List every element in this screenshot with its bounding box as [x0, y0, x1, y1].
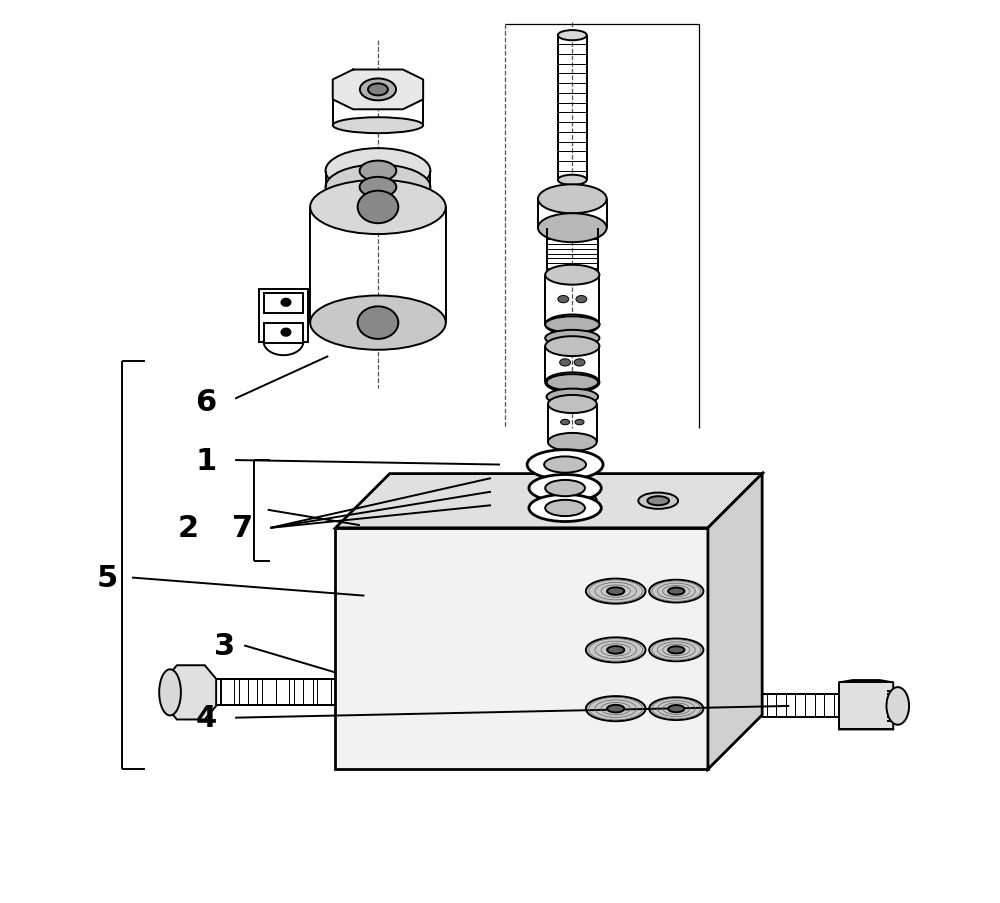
Ellipse shape: [607, 588, 624, 595]
Ellipse shape: [529, 495, 601, 522]
Ellipse shape: [360, 79, 396, 101]
Text: 1: 1: [196, 446, 217, 475]
Ellipse shape: [547, 375, 598, 391]
Ellipse shape: [310, 296, 446, 350]
Ellipse shape: [333, 118, 423, 134]
Ellipse shape: [281, 330, 290, 337]
Ellipse shape: [558, 296, 569, 303]
Ellipse shape: [545, 265, 599, 285]
Text: 4: 4: [196, 703, 217, 732]
Ellipse shape: [539, 489, 597, 513]
Ellipse shape: [310, 181, 446, 235]
Text: 5: 5: [96, 563, 117, 592]
Polygon shape: [335, 528, 708, 769]
Polygon shape: [333, 70, 423, 110]
Text: 7: 7: [232, 514, 253, 543]
Ellipse shape: [586, 638, 646, 663]
Ellipse shape: [326, 165, 430, 210]
Polygon shape: [335, 474, 762, 528]
Ellipse shape: [649, 580, 703, 603]
Ellipse shape: [560, 359, 571, 367]
Ellipse shape: [545, 330, 599, 347]
Ellipse shape: [545, 480, 585, 497]
Ellipse shape: [281, 300, 290, 307]
Ellipse shape: [545, 317, 599, 333]
Ellipse shape: [575, 420, 584, 425]
Ellipse shape: [668, 705, 684, 712]
Text: 6: 6: [196, 387, 217, 416]
Ellipse shape: [574, 359, 585, 367]
Ellipse shape: [159, 670, 181, 715]
Ellipse shape: [586, 579, 646, 604]
Ellipse shape: [607, 647, 624, 654]
Ellipse shape: [527, 450, 603, 480]
Polygon shape: [708, 474, 762, 769]
Ellipse shape: [545, 315, 599, 335]
Ellipse shape: [529, 475, 601, 502]
Ellipse shape: [558, 31, 587, 42]
Ellipse shape: [558, 175, 587, 186]
Ellipse shape: [886, 687, 909, 725]
Polygon shape: [839, 680, 893, 730]
Bar: [264, 293, 303, 313]
Ellipse shape: [545, 500, 585, 517]
Ellipse shape: [668, 647, 684, 654]
Ellipse shape: [545, 337, 599, 357]
Ellipse shape: [649, 697, 703, 721]
Ellipse shape: [358, 307, 398, 340]
Ellipse shape: [326, 149, 430, 194]
Ellipse shape: [544, 457, 586, 473]
Ellipse shape: [538, 185, 607, 214]
Text: 3: 3: [214, 631, 235, 660]
Ellipse shape: [647, 497, 669, 506]
Ellipse shape: [607, 705, 624, 712]
Ellipse shape: [548, 433, 597, 452]
Polygon shape: [166, 666, 216, 720]
Ellipse shape: [649, 638, 703, 662]
Ellipse shape: [586, 696, 646, 721]
Ellipse shape: [561, 420, 570, 425]
Bar: [259, 290, 308, 342]
Ellipse shape: [668, 588, 684, 595]
Ellipse shape: [360, 162, 396, 182]
Ellipse shape: [548, 396, 597, 414]
Text: 2: 2: [178, 514, 199, 543]
Ellipse shape: [547, 389, 598, 405]
Ellipse shape: [368, 84, 388, 97]
Ellipse shape: [358, 191, 398, 224]
Bar: [264, 323, 303, 343]
Ellipse shape: [538, 214, 607, 243]
Ellipse shape: [360, 178, 396, 198]
Ellipse shape: [545, 373, 599, 393]
Ellipse shape: [638, 493, 678, 509]
Ellipse shape: [576, 296, 587, 303]
